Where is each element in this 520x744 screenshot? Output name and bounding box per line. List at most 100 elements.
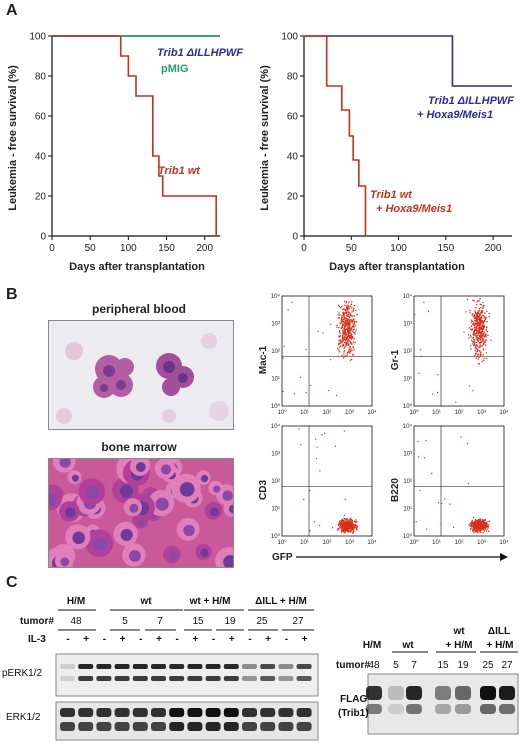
flow-label-cd3: CD3 [258, 480, 269, 500]
il3-minus: - [66, 634, 69, 645]
flow-y-tick: 10⁴ [271, 423, 281, 430]
il3-minus: - [176, 634, 179, 645]
erk-band [78, 708, 94, 717]
erk-blot [55, 701, 319, 741]
peripheral-blood-image [48, 320, 234, 430]
perk-band [132, 676, 148, 681]
erk-band [223, 722, 239, 731]
erk-band [96, 722, 112, 731]
il3-plus: + [83, 634, 89, 645]
flag-band [499, 686, 515, 700]
perk-band [205, 664, 221, 669]
flow-y-tick: 10⁰ [403, 403, 413, 410]
right-group-wthm-2: + H/M [446, 640, 473, 651]
flow-x-tick: 10³ [345, 540, 354, 546]
flow-y-tick: 10⁴ [271, 293, 281, 300]
y-tick-label-left: 80 [35, 72, 47, 83]
survival-chart-left: Leukemia - free survival (%) Days after … [7, 32, 243, 274]
flow-y-tick: 10¹ [271, 507, 280, 513]
right-tumor-number: 7 [411, 660, 417, 671]
y-axis-title-left: Leukemia - free survival (%) [7, 65, 19, 211]
erk-band [278, 722, 294, 731]
group-dill-hm: ΔILL + H/M [255, 596, 307, 607]
erk-band [242, 708, 257, 717]
il3-plus: + [265, 634, 271, 645]
flag-band [388, 704, 404, 714]
flow-y-tick: 10² [403, 349, 412, 355]
flow-x-tick: 10⁰ [409, 409, 419, 416]
right-group-hm: H/M [363, 640, 381, 651]
gfp-label: GFP [272, 552, 293, 563]
tumor-label: tumor# [20, 616, 54, 627]
flow-y-tick: 10¹ [271, 377, 280, 383]
flow-x-tick: 10⁴ [367, 539, 377, 546]
flow-x-tick: 10² [323, 410, 332, 416]
flag-band [499, 704, 515, 714]
flow-x-tick: 10⁰ [277, 409, 287, 416]
flow-y-tick: 10³ [271, 322, 280, 328]
erk-band [169, 708, 185, 717]
perk-band [242, 676, 257, 681]
flag-band [366, 704, 382, 714]
il3-plus: + [156, 634, 162, 645]
panel-a-charts: Leukemia - free survival (%) Days after … [7, 32, 514, 274]
group-wt: wt [139, 596, 152, 607]
flag-band [406, 704, 422, 714]
il3-label: IL-3 [28, 634, 46, 645]
flow-x-tick: 10² [323, 540, 332, 546]
perk-band [260, 676, 276, 681]
perk-band [114, 664, 130, 669]
erk-band [60, 708, 75, 717]
group-wt-hm: wt + H/M [189, 596, 231, 607]
y-tick-label-left: 40 [35, 152, 47, 163]
x-tick-label-left: 200 [196, 243, 213, 254]
il3-minus: - [139, 634, 142, 645]
perk-band [151, 676, 166, 681]
flag-label-2: (Trib1) [338, 708, 369, 719]
right-group-dill-2: + H/M [487, 640, 514, 651]
flow-y-tick: 10² [403, 479, 412, 485]
erk-band [223, 708, 239, 717]
flow-x-tick: 10¹ [432, 410, 441, 416]
tumor-number: 15 [192, 616, 204, 627]
il3-plus: + [302, 634, 308, 645]
perk-band [132, 664, 148, 669]
erk-band [151, 708, 166, 717]
bone-marrow-image [48, 458, 234, 568]
erk-band [78, 722, 94, 731]
erk-band [114, 708, 130, 717]
label-trib1-mutant: Trib1 ΔILLHPWF [157, 47, 243, 59]
x-tick-label-left: 150 [158, 243, 175, 254]
erk-band [187, 708, 203, 717]
flow-y-tick: 10⁴ [403, 293, 413, 300]
series-line-right-0 [304, 35, 512, 87]
perk-band [169, 664, 185, 669]
flag-band [435, 686, 451, 700]
right-tumor-number: 25 [482, 660, 494, 671]
x-tick-label-left: 100 [120, 243, 137, 254]
erk-band [260, 708, 276, 717]
tumor-number: 25 [256, 616, 268, 627]
y-tick-label-left: 20 [35, 192, 47, 203]
flow-x-tick: 10³ [477, 410, 486, 416]
y-tick-label-right: 40 [287, 152, 299, 163]
y-tick-label-left: 0 [40, 232, 46, 243]
flag-band [388, 686, 404, 700]
x-tick-label-right: 0 [301, 243, 307, 254]
perk-band [78, 676, 94, 681]
right-tumor-number: 5 [393, 660, 399, 671]
perk-band [114, 676, 130, 681]
flow-x-tick: 10⁴ [499, 539, 509, 546]
gfp-arrow-icon [500, 553, 508, 561]
tumor-number: 7 [157, 616, 163, 627]
label-wt-hoxa9: Trib1 wt [370, 189, 413, 201]
survival-chart-right: Leukemia - free survival (%) Days after … [259, 32, 514, 274]
perk-band [78, 664, 94, 669]
erk-band [296, 722, 312, 731]
erk-band [169, 722, 185, 731]
right-group-wt: wt [401, 640, 414, 651]
flow-y-tick: 10¹ [403, 507, 412, 513]
perk-band [205, 676, 221, 681]
panel-a-letter: A [6, 2, 18, 19]
